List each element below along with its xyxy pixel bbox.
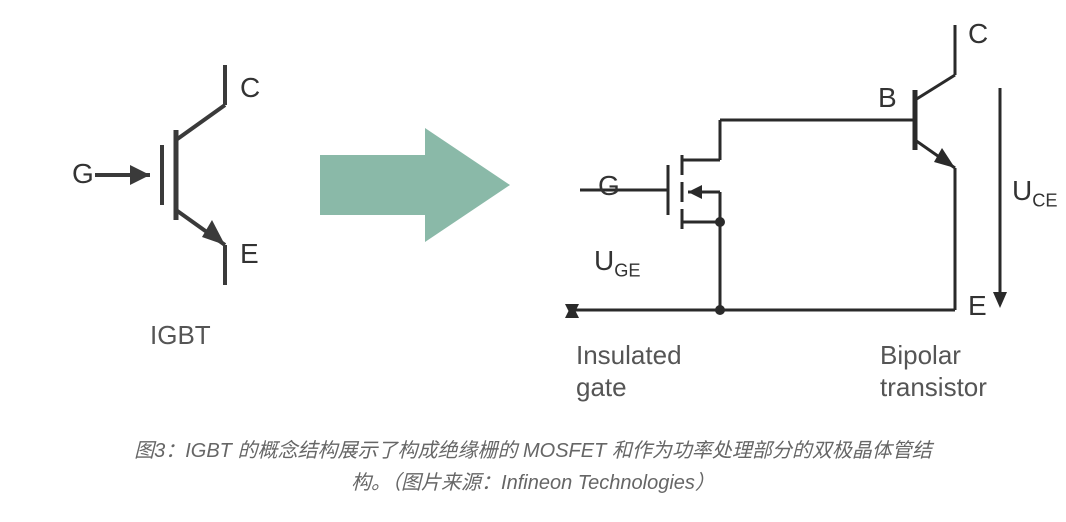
- eq-c-label: C: [968, 18, 988, 50]
- caption-line1: 图3：IGBT 的概念结构展示了构成绝缘栅的 MOSFET 和作为功率处理部分的…: [134, 440, 932, 462]
- uce-u: U: [1012, 175, 1032, 206]
- equivalent-circuit: [560, 10, 1020, 370]
- figure-caption: 图3：IGBT 的概念结构展示了构成绝缘栅的 MOSFET 和作为功率处理部分的…: [0, 435, 1066, 499]
- eq-b-label: B: [878, 82, 897, 114]
- igbt-e-label: E: [240, 238, 259, 270]
- diagram-area: G C E IGBT: [0, 0, 1066, 420]
- insulated-label: Insulated: [576, 340, 682, 371]
- eq-e-label: E: [968, 290, 987, 322]
- igbt-g-label: G: [72, 158, 94, 190]
- transition-arrow-icon: [310, 120, 520, 250]
- igbt-c-label: C: [240, 72, 260, 104]
- uce-label: UCE: [1012, 175, 1058, 212]
- uce-sub: CE: [1032, 191, 1057, 211]
- igbt-label: IGBT: [150, 320, 211, 351]
- bipolar-label: Bipolar: [880, 340, 961, 371]
- transistor-label: transistor: [880, 372, 987, 403]
- gate-label: gate: [576, 372, 627, 403]
- eq-g-label: G: [598, 170, 620, 202]
- uge-sub: GE: [614, 261, 640, 281]
- caption-line2: 构。（图片来源：Infineon Technologies）: [351, 472, 715, 494]
- uge-u: U: [594, 245, 614, 276]
- uge-label: UGE: [594, 245, 641, 282]
